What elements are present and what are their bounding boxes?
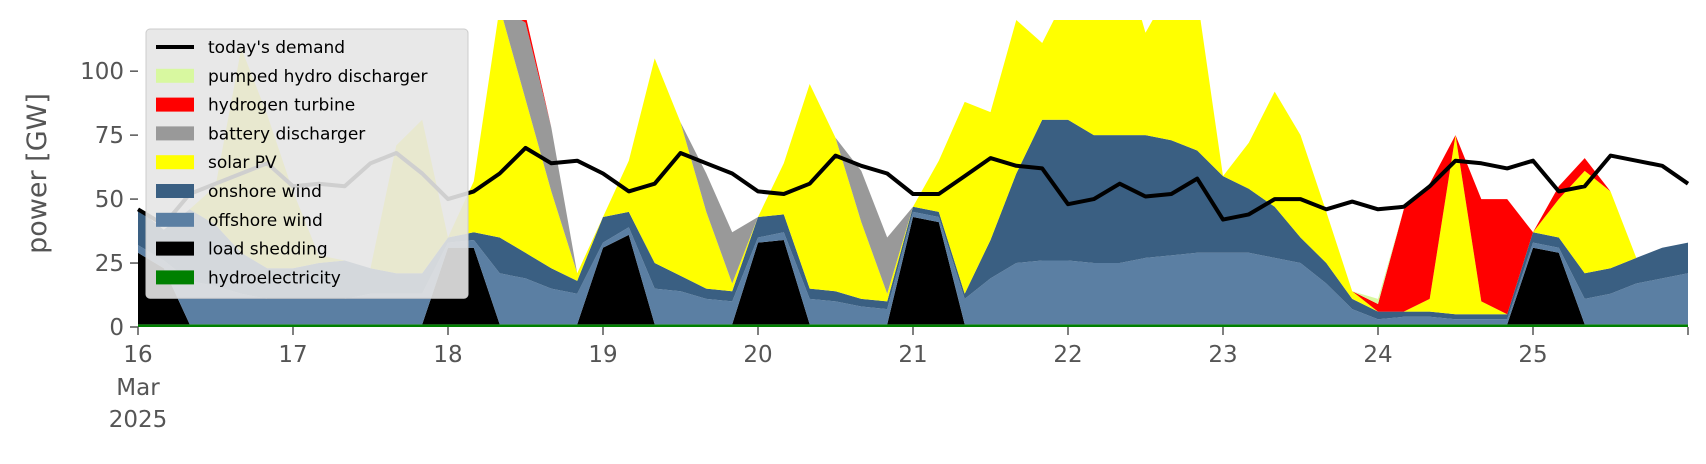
y-axis-title: power [GW]: [22, 93, 53, 254]
legend-label: today's demand: [208, 38, 345, 58]
y-tick-label: 25: [95, 251, 124, 277]
legend-item-load-shedding: load shedding: [156, 240, 328, 260]
legend-label: hydrogen turbine: [208, 96, 355, 116]
area-battery-discharger: [138, 20, 1688, 315]
legend-swatch: [156, 184, 194, 198]
area-layer: [138, 20, 1688, 327]
legend-item-hydrogen-turbine: hydrogen turbine: [156, 96, 355, 116]
legend-label: battery discharger: [208, 124, 365, 144]
area-load-shedding: [138, 217, 1688, 325]
axis-layer: 0 25 50 75 100 16 Mar 2025 17 18 19 20 21 22 23 24 25 pow…: [22, 59, 1689, 433]
y-tick-label: 100: [80, 59, 124, 85]
legend-swatch: [156, 270, 194, 285]
legend: today's demand pumped hydro discharger hyd…: [145, 28, 469, 299]
area-offshore-wind: [138, 211, 1688, 325]
legend-swatch: [156, 68, 194, 83]
x-tick-label: 20: [743, 342, 772, 368]
legend-item-solar-pv: solar PV: [156, 153, 277, 173]
legend-item-today-s-demand: today's demand: [156, 38, 345, 58]
x-tick-sublabel: Mar: [116, 375, 160, 401]
legend-item-battery-discharger: battery discharger: [156, 124, 365, 144]
legend-label: hydroelectricity: [208, 268, 341, 288]
x-tick-label: 16: [123, 342, 152, 368]
y-tick-label: 75: [95, 123, 124, 149]
legend-item-onshore-wind: onshore wind: [156, 182, 322, 202]
legend-label: load shedding: [208, 240, 328, 260]
x-tick-label: 18: [433, 342, 462, 368]
area-onshore-wind: [138, 119, 1688, 320]
legend-swatch: [156, 212, 194, 227]
y-tick-label: 0: [109, 315, 124, 341]
legend-label: pumped hydro discharger: [208, 67, 427, 87]
legend-label: offshore wind: [208, 211, 323, 231]
x-tick-label: 23: [1208, 342, 1237, 368]
legend-item-hydroelectricity: hydroelectricity: [156, 268, 341, 288]
x-tick-label: 17: [278, 342, 307, 368]
legend-item-pumped-hydro-discharger: pumped hydro discharger: [156, 67, 427, 87]
legend-label: solar PV: [208, 153, 277, 173]
y-tick-label: 50: [95, 187, 124, 213]
legend-label: onshore wind: [208, 182, 322, 202]
area-solar-pv: [138, 20, 1688, 315]
x-tick-label: 22: [1053, 342, 1082, 368]
x-tick-label: 25: [1518, 342, 1547, 368]
legend-swatch: [156, 241, 194, 256]
x-tick-label: 21: [898, 342, 927, 368]
x-tick-sublabel: 2025: [109, 407, 168, 433]
x-tick-label: 19: [588, 342, 617, 368]
area-hydroelectricity: [138, 324, 1688, 327]
legend-swatch: [156, 155, 194, 170]
x-tick-label: 24: [1363, 342, 1392, 368]
legend-swatch: [156, 97, 194, 112]
legend-box: [145, 28, 469, 299]
legend-swatch: [156, 126, 194, 141]
legend-item-offshore-wind: offshore wind: [156, 211, 323, 231]
